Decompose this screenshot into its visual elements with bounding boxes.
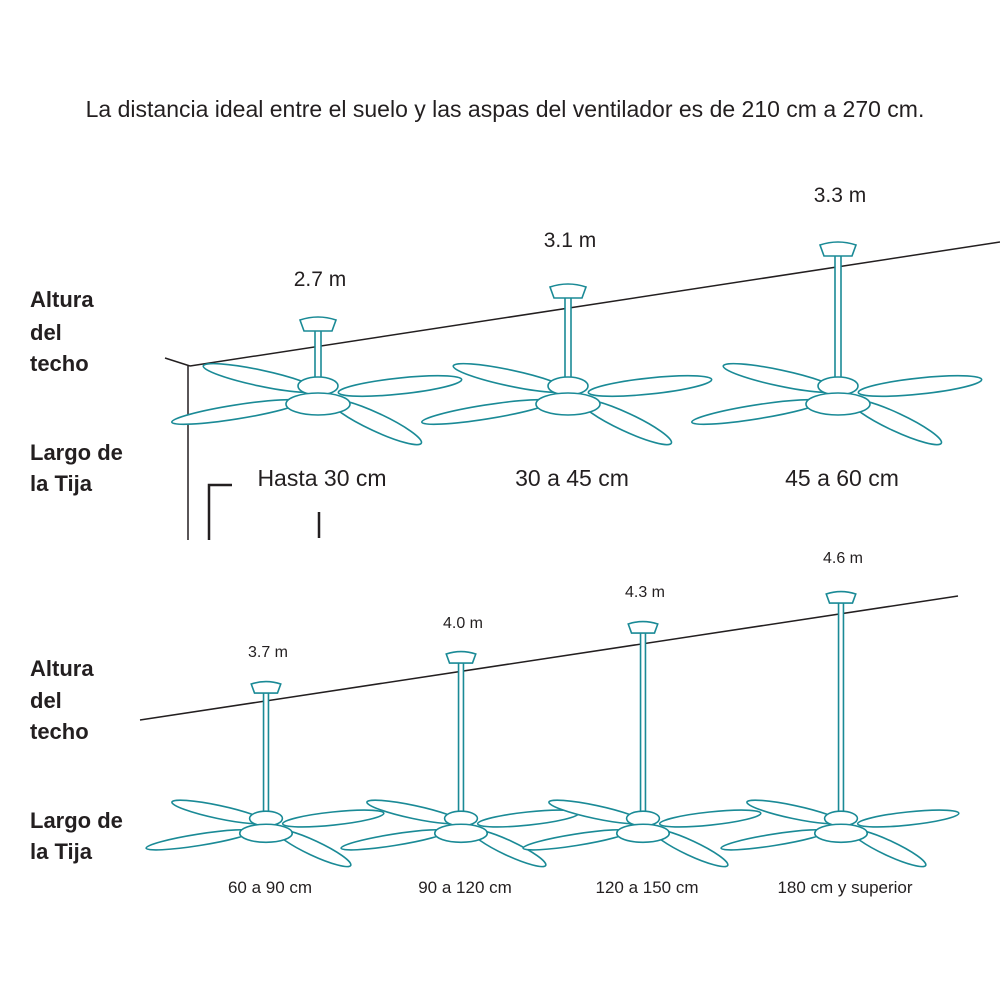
fan-hub bbox=[813, 823, 869, 844]
fan-hub bbox=[535, 392, 601, 416]
fan-mount bbox=[825, 590, 857, 604]
ceiling-fan bbox=[170, 316, 463, 446]
rod-label: la Tija bbox=[30, 839, 93, 864]
rod-length: 90 a 120 cm bbox=[418, 878, 512, 897]
height-label: del bbox=[30, 320, 62, 345]
rod-bracket bbox=[207, 483, 321, 540]
intro-text: La distancia ideal entre el suelo y las … bbox=[86, 96, 925, 122]
fan-blade bbox=[587, 374, 713, 398]
ceiling-line-2 bbox=[139, 595, 959, 721]
height-label: Altura bbox=[30, 656, 94, 681]
fan-rod bbox=[837, 601, 845, 817]
ceiling-height: 3.3 m bbox=[814, 184, 867, 207]
ceiling-height: 2.7 m bbox=[294, 268, 347, 291]
ceiling-height: 4.0 m bbox=[443, 615, 483, 632]
fan-mount bbox=[818, 241, 858, 257]
ceiling-height: 4.6 m bbox=[823, 550, 863, 567]
fan-mount bbox=[250, 680, 282, 694]
fan-blade bbox=[281, 809, 385, 828]
fan-mount bbox=[548, 283, 588, 299]
height-label: Altura bbox=[30, 287, 94, 312]
rod-length: 45 a 60 cm bbox=[785, 465, 899, 491]
ceiling-height: 4.3 m bbox=[625, 584, 665, 601]
fan-blade bbox=[856, 809, 960, 828]
fan-hub bbox=[238, 823, 294, 844]
rod-label: Largo de bbox=[30, 808, 123, 833]
rod-length: Hasta 30 cm bbox=[257, 465, 386, 491]
fan-rod bbox=[314, 329, 322, 383]
height-label: techo bbox=[30, 719, 89, 744]
fan-mount bbox=[298, 316, 338, 332]
rod-length: 180 cm y superior bbox=[777, 878, 912, 897]
fan-hub bbox=[285, 392, 351, 416]
height-label: del bbox=[30, 688, 62, 713]
ceiling-fan bbox=[522, 620, 762, 868]
rod-label: Largo de bbox=[30, 440, 123, 465]
fan-mount bbox=[627, 620, 659, 634]
fan-rod bbox=[564, 296, 572, 383]
fan-rod bbox=[639, 631, 647, 817]
rod-label: la Tija bbox=[30, 471, 93, 496]
ceiling-lines-1 bbox=[164, 241, 1000, 540]
fan-blade bbox=[857, 374, 983, 398]
fan-blade bbox=[658, 809, 762, 828]
fan-mount bbox=[445, 650, 477, 664]
rod-length: 60 a 90 cm bbox=[228, 878, 312, 897]
fan-blade bbox=[337, 374, 463, 398]
fan-rod bbox=[262, 691, 270, 817]
ceiling-fan bbox=[145, 680, 385, 868]
ceiling-fan bbox=[690, 241, 983, 446]
ceiling-fan bbox=[420, 283, 713, 446]
ceiling-fan bbox=[340, 650, 580, 868]
height-label: techo bbox=[30, 351, 89, 376]
ceiling-height: 3.7 m bbox=[248, 644, 288, 661]
ceiling-height: 3.1 m bbox=[544, 229, 597, 252]
ceiling-fan bbox=[720, 590, 960, 868]
rod-length: 30 a 45 cm bbox=[515, 465, 629, 491]
fan-rod bbox=[457, 661, 465, 817]
fan-hub bbox=[805, 392, 871, 416]
fan-rod bbox=[834, 254, 842, 383]
fan-hub bbox=[433, 823, 489, 844]
fan-hub bbox=[615, 823, 671, 844]
rod-length: 120 a 150 cm bbox=[595, 878, 698, 897]
